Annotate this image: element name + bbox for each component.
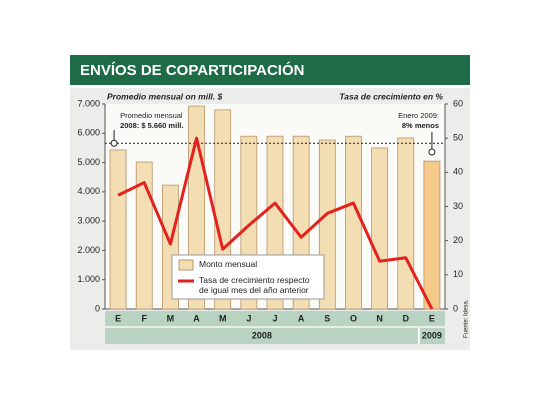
x-tick-label: M [219,313,227,323]
bar [371,147,389,310]
bar [423,160,441,310]
x-tick-label: E [115,313,121,323]
legend-swatch [178,259,194,271]
y2-tick-label: 20 [453,235,463,245]
bar [345,135,362,310]
y2-tick-label: 50 [453,133,463,143]
y-tick-label: 2.000 [77,245,100,255]
y2-tick-label: 30 [453,201,463,211]
month-band [105,311,445,326]
year-band [105,328,445,344]
x-tick-label: J [246,313,251,323]
year-label: 2008 [252,330,272,340]
legend-entry: Tasa de crecimiento respecto de igual me… [199,275,310,295]
x-tick-label: A [193,313,200,323]
x-tick-label: A [298,313,305,323]
x-tick-label: O [350,313,357,323]
y-tick-label: 5.000 [77,157,100,167]
x-tick-label: F [141,313,147,323]
annotation-dot [110,139,118,147]
legend-box [171,254,325,300]
y-tick-label: 3.000 [77,216,100,226]
bar [109,149,127,310]
y2-tick-label: 0 [453,303,458,313]
x-tick-label: J [272,313,277,323]
year-label: 2009 [422,330,442,340]
header-band [70,55,470,85]
y-tick-label: 4.000 [77,186,100,196]
y-tick-label: 6.000 [77,128,100,138]
y-tick-label: 1.000 [77,274,100,284]
x-tick-label: S [324,313,330,323]
source: Fuente: Idesa. [464,299,470,338]
legend-label: Tasa de crecimiento respecto de igual me… [199,275,310,295]
bar [135,161,153,310]
y-axis-title: Promedio mensual on mill. $ [107,91,223,101]
x-tick-label: M [167,313,175,323]
annotation: Promedio mensual [120,111,183,120]
x-tick-label: N [376,313,383,323]
y2-tick-label: 40 [453,167,463,177]
x-tick-label: E [429,313,435,323]
annotation-dot [428,148,436,156]
chart-title: ENVÍOS DE COPARTICIPACIÓN [80,61,304,79]
bar [397,137,415,310]
legend-entry: Monto mensual [199,259,258,269]
annotation: 2008: $ 5.660 mill. [120,121,183,130]
legend-label: Monto mensual [199,259,258,269]
y2-tick-label: 10 [453,269,463,279]
y-tick-label: 0 [95,303,100,313]
y2-axis-title: Tasa de crecimiento en % [339,91,443,101]
annotation: Enero 2009: [398,111,439,120]
x-tick-label: D [403,313,410,323]
y2-tick-label: 60 [453,98,463,108]
y-tick-label: 7.000 [77,98,100,108]
annotation: 8% menos [402,121,439,130]
line [117,136,434,310]
